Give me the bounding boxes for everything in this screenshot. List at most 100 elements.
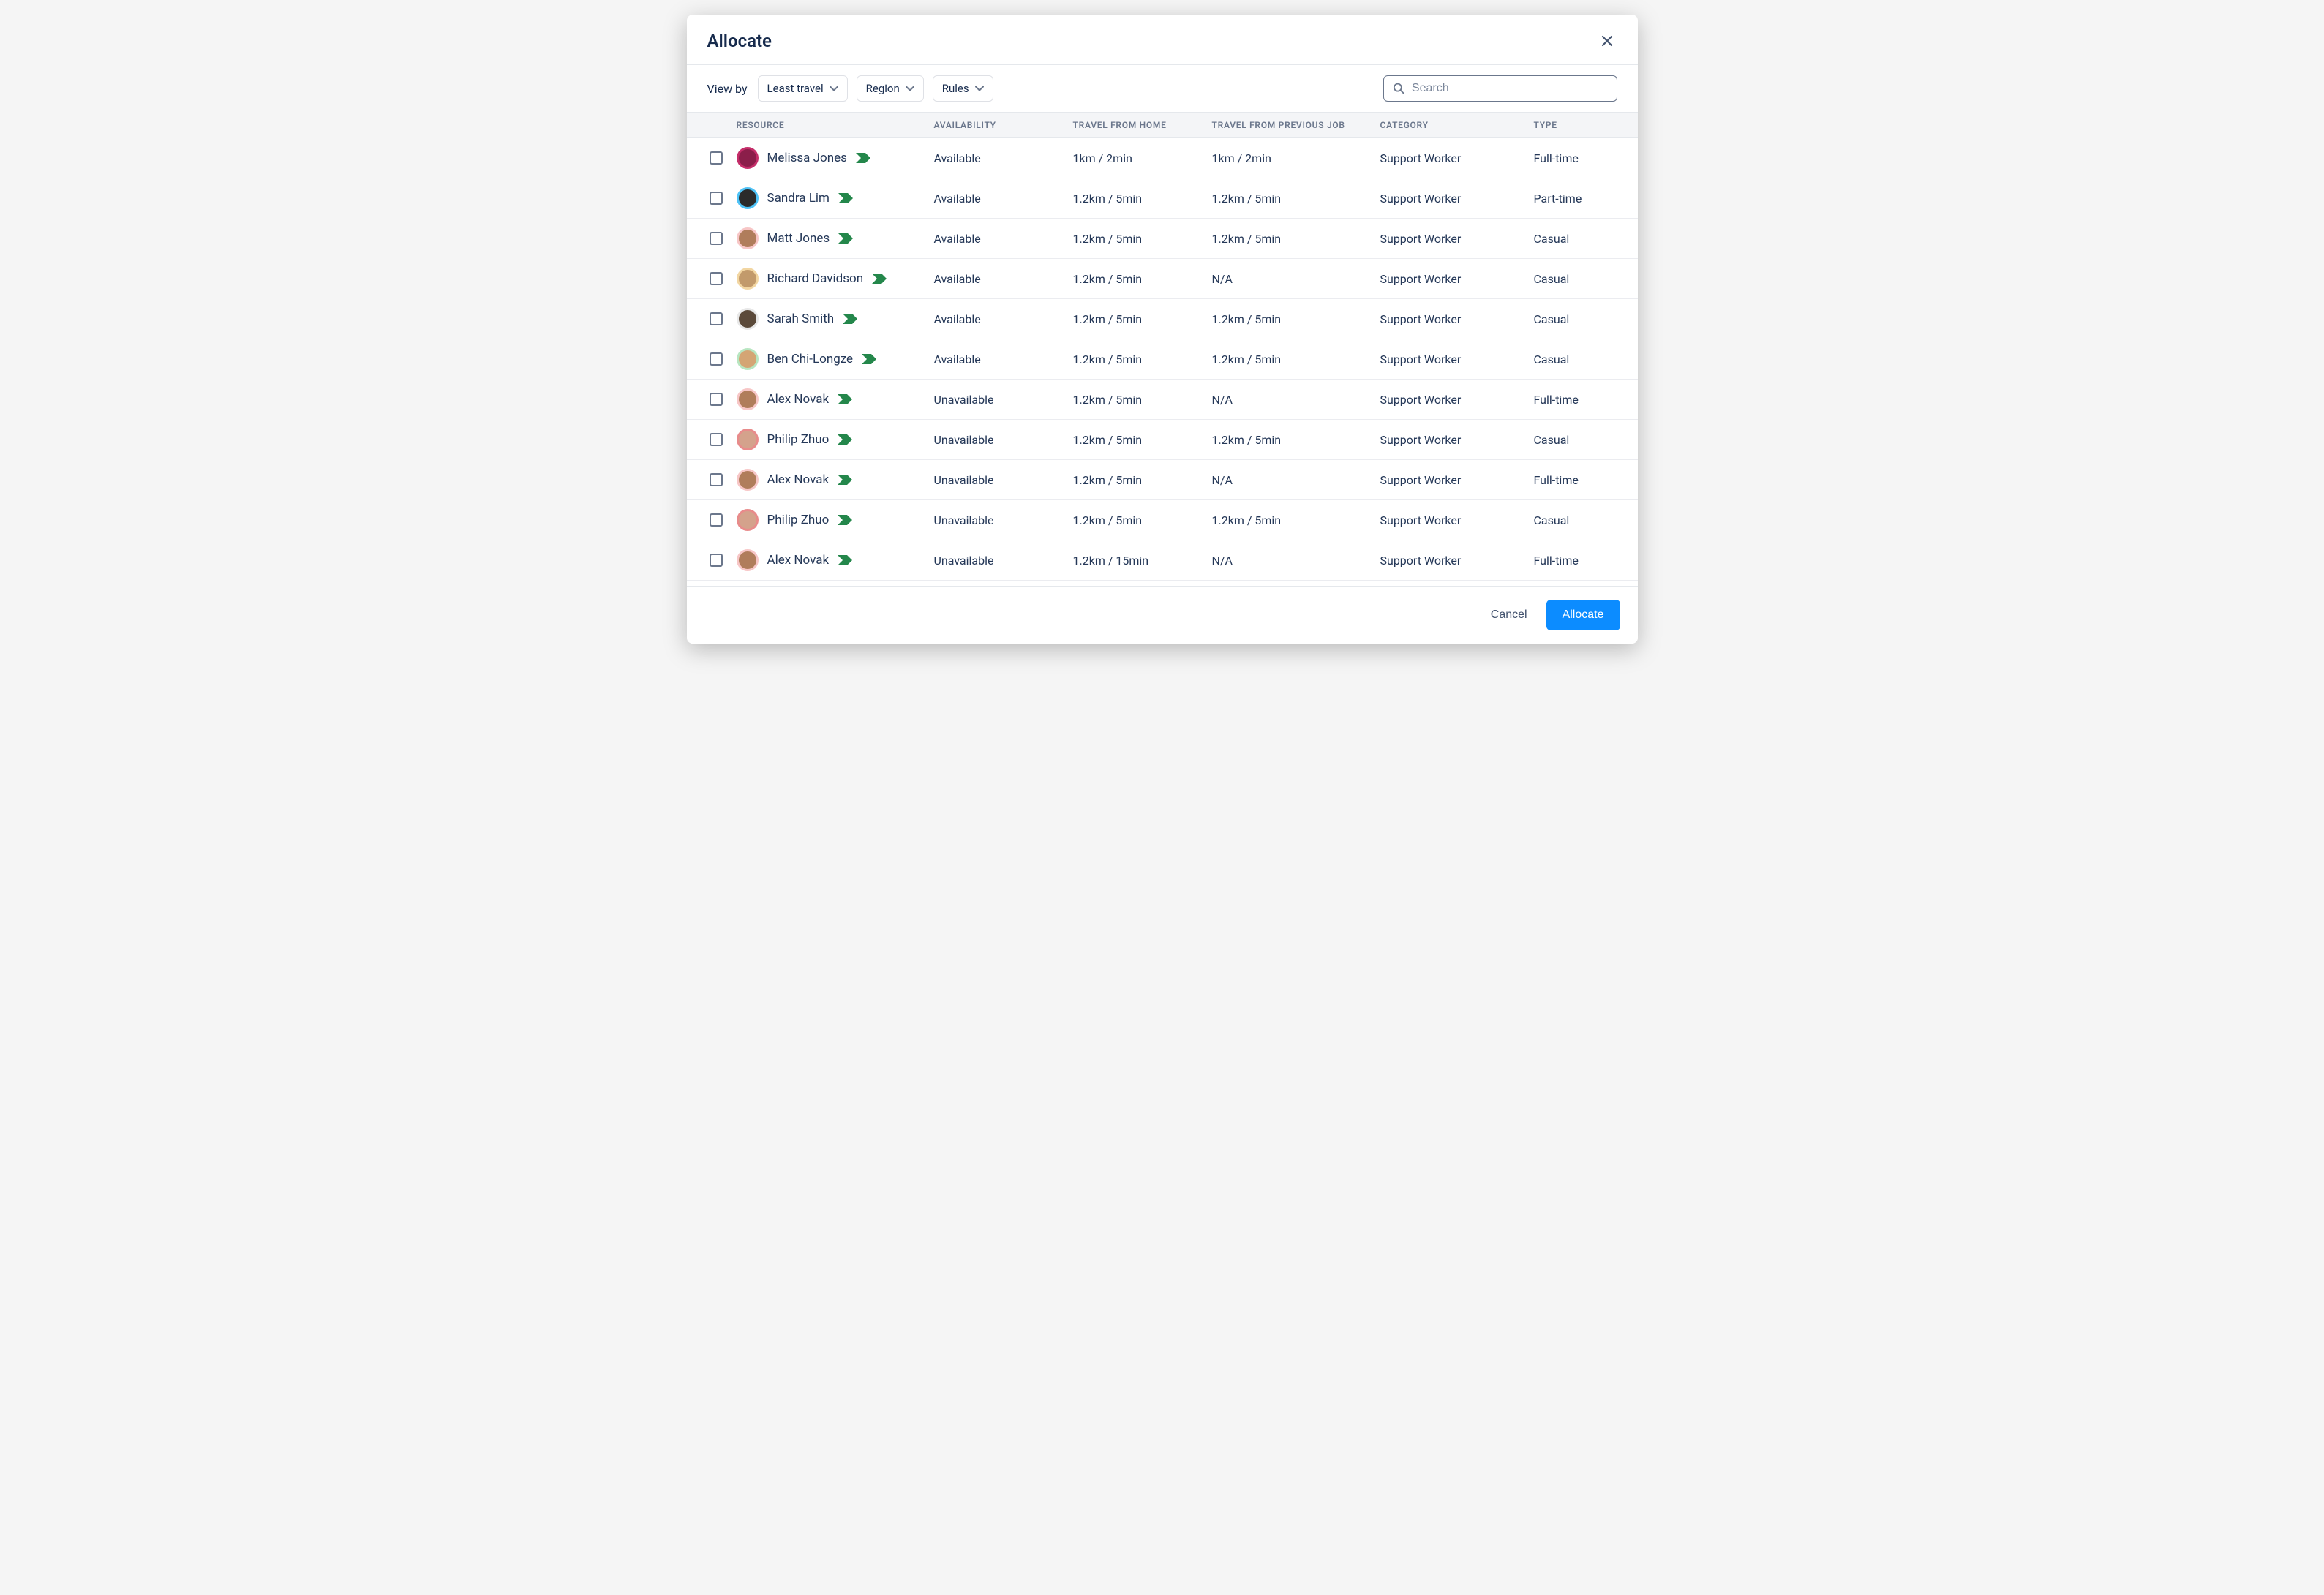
col-travel-home: TRAVEL FROM HOME	[1073, 120, 1212, 130]
tag-icon	[838, 193, 853, 203]
resource-name: Richard Davidson	[767, 271, 864, 286]
cell-availability: Unavailable	[934, 513, 1073, 527]
cell-travel-home: 1.2km / 5min	[1073, 433, 1212, 447]
tag-icon	[843, 314, 857, 324]
resource-name: Ben Chi-Longze	[767, 352, 854, 366]
cell-travel-prev: 1.2km / 5min	[1212, 232, 1380, 246]
avatar	[737, 187, 759, 209]
row-checkbox[interactable]	[710, 554, 723, 567]
cell-travel-home: 1.2km / 5min	[1073, 272, 1212, 286]
tag-icon	[872, 274, 887, 284]
cell-availability: Unavailable	[934, 433, 1073, 447]
cell-category: Support Worker	[1380, 352, 1534, 366]
cell-travel-prev: N/A	[1212, 554, 1380, 568]
cell-category: Support Worker	[1380, 473, 1534, 487]
resource-name: Sandra Lim	[767, 191, 830, 205]
table-row: Richard Davidson Available 1.2km / 5min …	[687, 259, 1638, 299]
search-icon	[1393, 82, 1404, 95]
row-checkbox[interactable]	[710, 312, 723, 325]
cell-type: Casual	[1534, 232, 1626, 246]
table-row: Alex Novak Unavailable 1.2km / 5min N/A …	[687, 460, 1638, 500]
resource-name: Melissa Jones	[767, 151, 847, 165]
table-row: Alex Novak Unavailable 1.2km / 5min N/A …	[687, 380, 1638, 420]
modal-header: Allocate	[687, 15, 1638, 65]
tag-icon	[838, 515, 852, 525]
cell-travel-home: 1.2km / 5min	[1073, 473, 1212, 487]
col-travel-prev: TRAVEL FROM PREVIOUS JOB	[1212, 120, 1380, 130]
avatar	[737, 429, 759, 450]
table-header: RESOURCE AVAILABILITY TRAVEL FROM HOME T…	[687, 113, 1638, 138]
chevron-down-icon	[830, 86, 838, 91]
cell-travel-home: 1.2km / 5min	[1073, 352, 1212, 366]
cell-availability: Available	[934, 232, 1073, 246]
cell-category: Support Worker	[1380, 312, 1534, 326]
cell-category: Support Worker	[1380, 513, 1534, 527]
row-checkbox[interactable]	[710, 352, 723, 366]
col-category: CATEGORY	[1380, 120, 1534, 130]
resource-name: Matt Jones	[767, 231, 830, 246]
table-row: Matt Jones Available 1.2km / 5min 1.2km …	[687, 219, 1638, 259]
region-dropdown[interactable]: Region	[857, 75, 924, 102]
allocate-button[interactable]: Allocate	[1546, 600, 1620, 630]
table-row: Sarah Smith Available 1.2km / 5min 1.2km…	[687, 299, 1638, 339]
table-row: Philip Zhuo Unavailable 1.2km / 5min 1.2…	[687, 420, 1638, 460]
modal-footer: Cancel Allocate	[687, 586, 1638, 644]
cell-travel-home: 1.2km / 5min	[1073, 312, 1212, 326]
resource-name: Philip Zhuo	[767, 432, 830, 447]
row-checkbox[interactable]	[710, 192, 723, 205]
row-checkbox[interactable]	[710, 151, 723, 165]
rules-dropdown-label: Rules	[942, 82, 969, 95]
cell-availability: Available	[934, 352, 1073, 366]
row-checkbox[interactable]	[710, 513, 723, 527]
row-checkbox[interactable]	[710, 232, 723, 245]
row-checkbox[interactable]	[710, 433, 723, 446]
cell-availability: Available	[934, 312, 1073, 326]
cell-availability: Unavailable	[934, 393, 1073, 407]
cell-type: Full-time	[1534, 393, 1626, 407]
cancel-button[interactable]: Cancel	[1485, 601, 1533, 629]
col-type: TYPE	[1534, 120, 1626, 130]
search-input[interactable]	[1412, 82, 1608, 95]
sort-dropdown-label: Least travel	[767, 82, 824, 95]
cell-travel-prev: 1.2km / 5min	[1212, 312, 1380, 326]
row-checkbox[interactable]	[710, 393, 723, 406]
avatar	[737, 227, 759, 249]
cell-category: Support Worker	[1380, 151, 1534, 165]
close-button[interactable]	[1597, 31, 1617, 51]
cell-type: Full-time	[1534, 151, 1626, 165]
tag-icon	[838, 555, 852, 565]
table-row: Alex Novak Unavailable 1.2km / 15min N/A…	[687, 540, 1638, 581]
cell-travel-home: 1.2km / 5min	[1073, 513, 1212, 527]
cell-type: Full-time	[1534, 473, 1626, 487]
search-field[interactable]	[1383, 75, 1617, 102]
cell-availability: Available	[934, 192, 1073, 205]
avatar	[737, 469, 759, 491]
cell-travel-home: 1.2km / 5min	[1073, 232, 1212, 246]
cell-category: Support Worker	[1380, 433, 1534, 447]
cell-travel-home: 1.2km / 5min	[1073, 192, 1212, 205]
cell-type: Casual	[1534, 272, 1626, 286]
sort-dropdown[interactable]: Least travel	[758, 75, 848, 102]
row-checkbox[interactable]	[710, 272, 723, 285]
avatar	[737, 509, 759, 531]
toolbar: View by Least travel Region Rules	[687, 65, 1638, 113]
cell-travel-prev: N/A	[1212, 473, 1380, 487]
cell-category: Support Worker	[1380, 192, 1534, 205]
tag-icon	[838, 434, 852, 445]
cell-category: Support Worker	[1380, 272, 1534, 286]
cell-type: Casual	[1534, 513, 1626, 527]
chevron-down-icon	[906, 86, 914, 91]
avatar	[737, 308, 759, 330]
resource-name: Sarah Smith	[767, 312, 835, 326]
col-availability: AVAILABILITY	[934, 120, 1073, 130]
row-checkbox[interactable]	[710, 473, 723, 486]
close-icon	[1600, 34, 1614, 48]
tag-icon	[838, 394, 852, 404]
cell-availability: Available	[934, 151, 1073, 165]
avatar	[737, 147, 759, 169]
cell-travel-home: 1.2km / 15min	[1073, 554, 1212, 568]
rules-dropdown[interactable]: Rules	[933, 75, 993, 102]
avatar	[737, 549, 759, 571]
tag-icon	[838, 233, 853, 244]
cell-availability: Available	[934, 272, 1073, 286]
